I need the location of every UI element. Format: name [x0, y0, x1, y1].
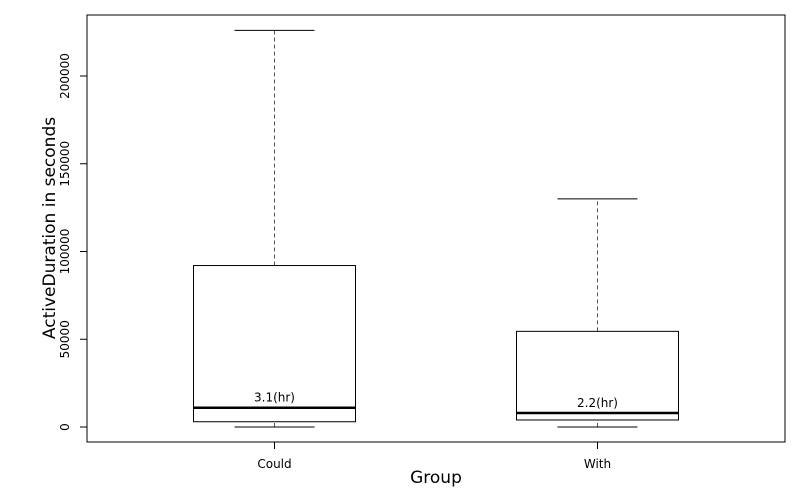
box-group-could: 3.1(hr) — [194, 30, 356, 427]
y-tick-label: 50000 — [58, 320, 72, 358]
y-tick-label: 0 — [58, 423, 72, 431]
y-tick-label: 150000 — [58, 141, 72, 187]
box-group-with: 2.2(hr) — [517, 199, 679, 427]
y-axis-title: ActiveDuration in seconds — [40, 117, 60, 339]
x-tick-label: With — [584, 457, 611, 471]
plot-frame — [87, 15, 785, 442]
x-axis-title: Group — [410, 468, 462, 488]
median-label: 3.1(hr) — [254, 391, 295, 405]
y-axis: 0 50000 100000 150000 200000 — [58, 53, 87, 431]
y-tick-label: 200000 — [58, 53, 72, 99]
median-label: 2.2(hr) — [577, 396, 618, 410]
y-tick-label: 100000 — [58, 229, 72, 275]
boxes: 3.1(hr) 2.2(hr) — [194, 30, 679, 427]
x-tick-label: Could — [257, 457, 291, 471]
x-axis: Could With — [257, 442, 611, 471]
